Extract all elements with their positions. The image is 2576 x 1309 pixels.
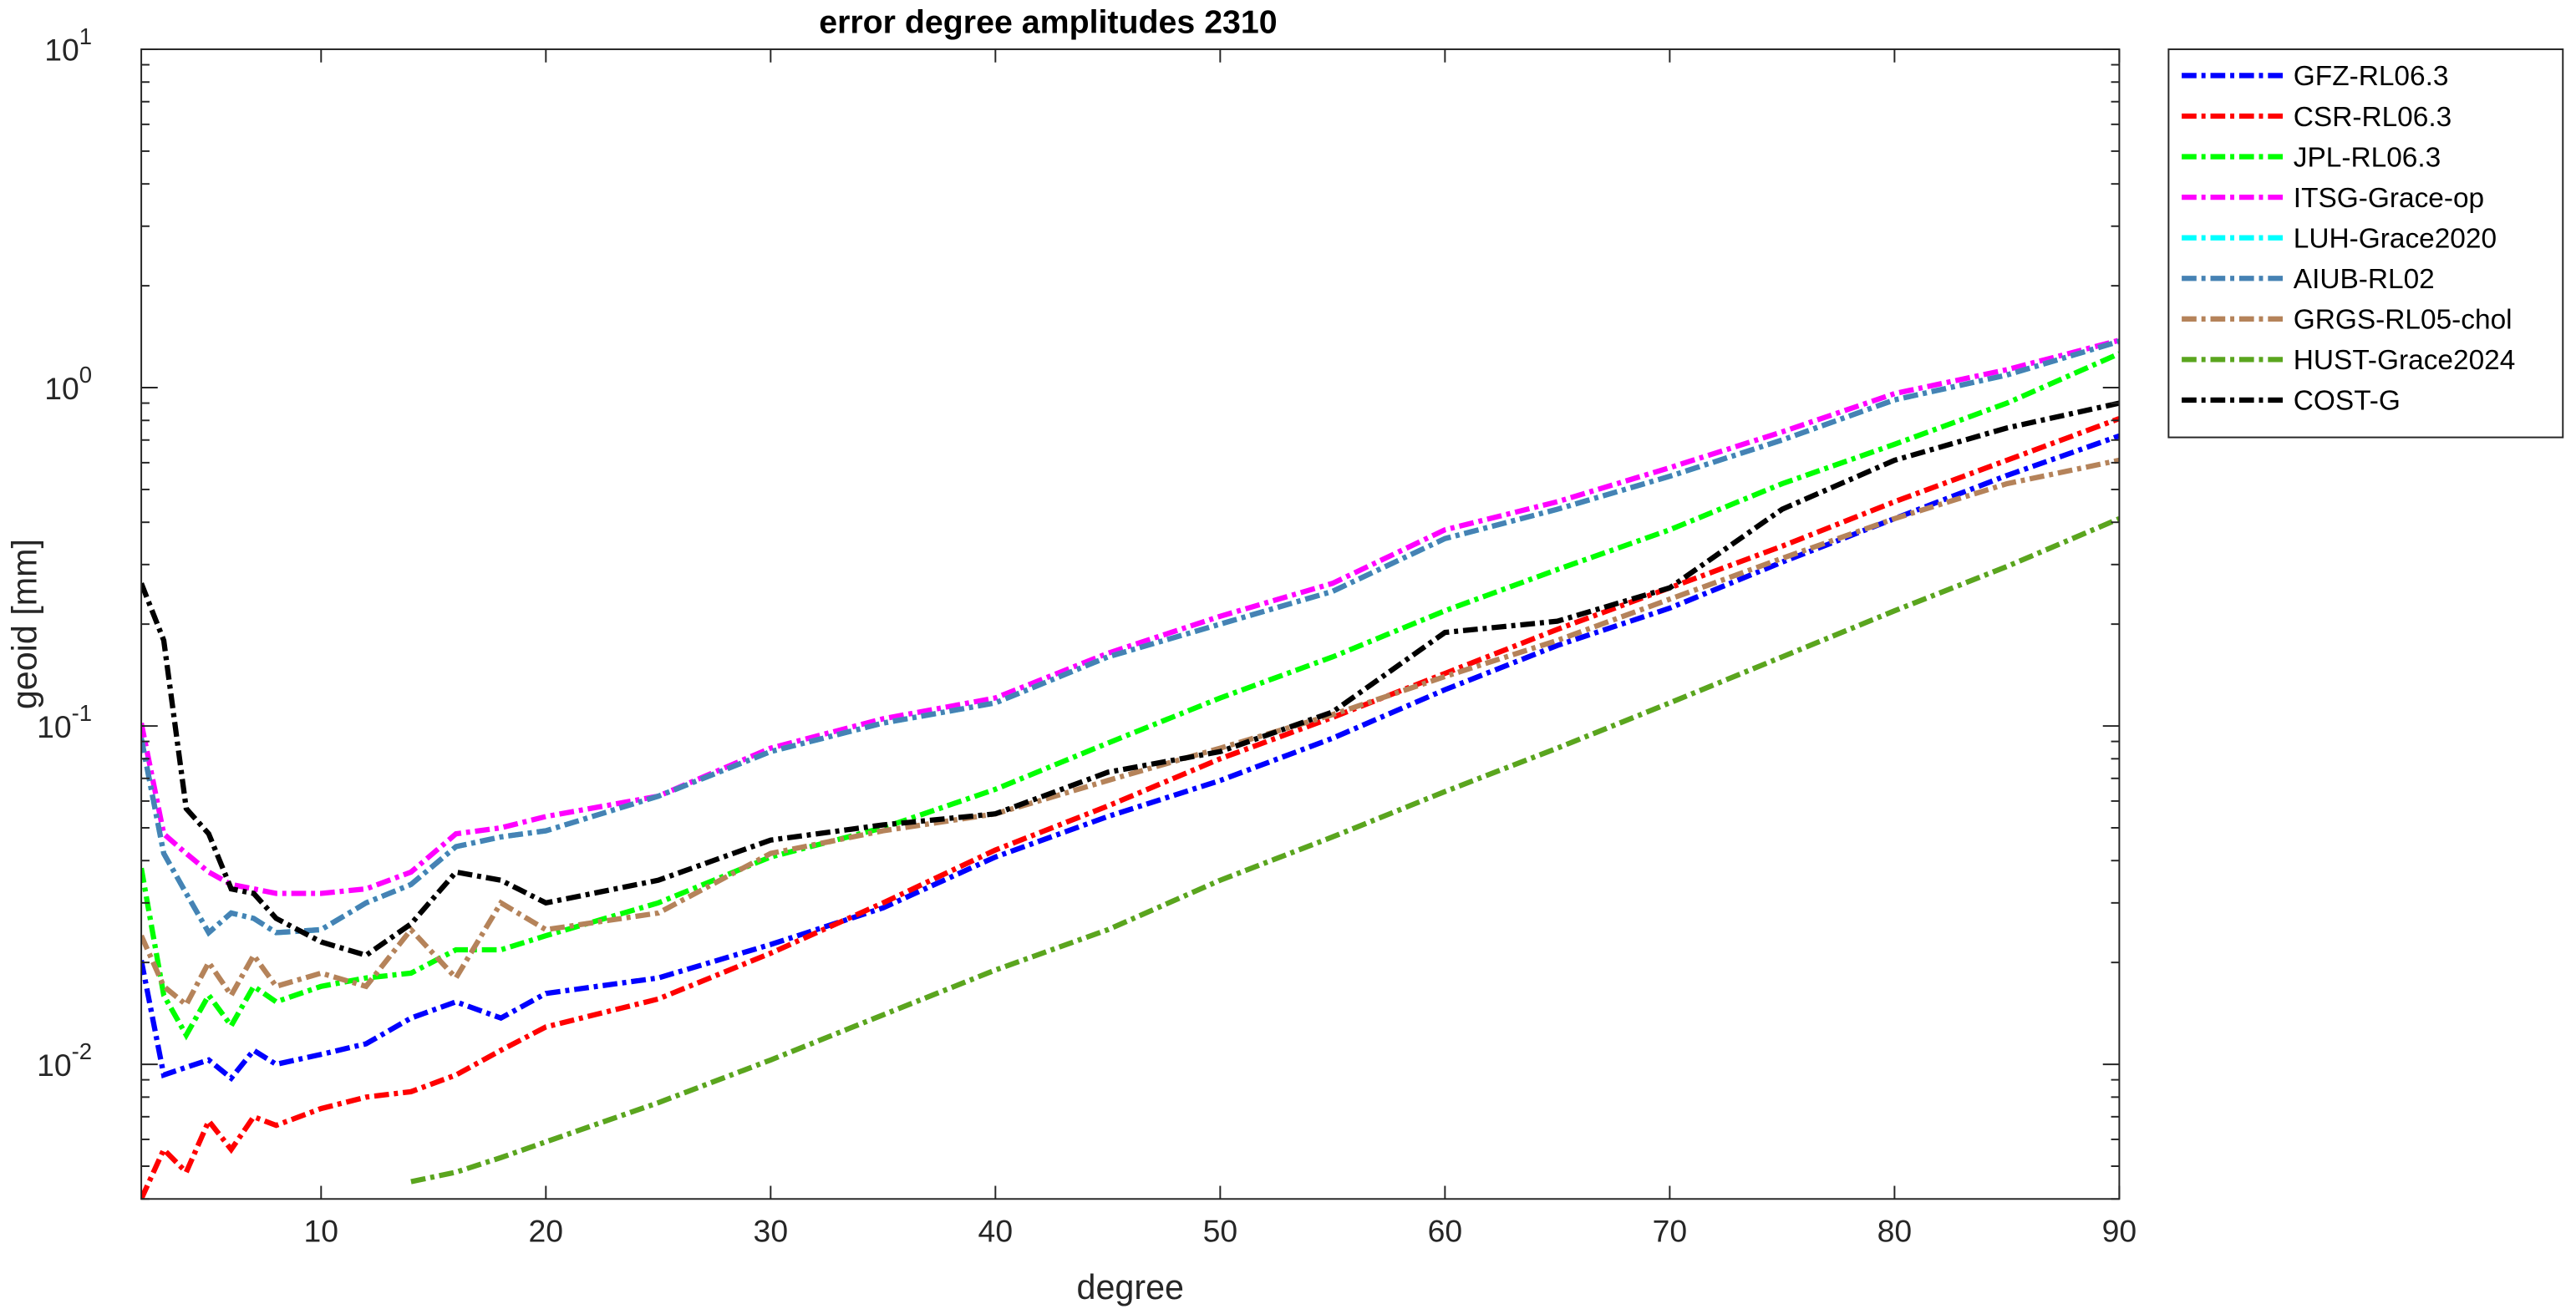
legend-label: GRGS-RL05-chol	[2294, 305, 2512, 336]
y-tick-exponent: -2	[72, 1038, 92, 1064]
y-tick-label: 10-1	[37, 700, 92, 744]
series-line	[141, 457, 2120, 1009]
x-tick-label: 40	[978, 1213, 1014, 1248]
y-tick-base: 10	[44, 33, 79, 68]
y-axis-label: geoid [mm]	[5, 539, 43, 709]
y-tick-label: 100	[44, 362, 92, 406]
legend-label: COST-G	[2294, 386, 2401, 417]
series-line	[141, 351, 2120, 1041]
x-axis-label: degree	[1076, 1268, 1184, 1306]
legend-label: ITSG-Grace-op	[2294, 183, 2484, 214]
legend-label: JPL-RL06.3	[2294, 142, 2441, 173]
x-tick-label: 60	[1428, 1213, 1463, 1248]
x-tick-label: 30	[754, 1213, 789, 1248]
x-tick-label: 50	[1203, 1213, 1238, 1248]
x-tick-label: 10	[304, 1213, 339, 1248]
legend-label: GFZ-RL06.3	[2294, 61, 2449, 92]
legend-label: CSR-RL06.3	[2294, 102, 2452, 133]
y-tick-label: 10-2	[37, 1038, 92, 1083]
y-tick-exponent: -1	[72, 700, 92, 726]
y-tick-exponent: 0	[79, 362, 92, 388]
chart-title: error degree amplitudes 2310	[819, 3, 1277, 40]
y-tick-label: 101	[44, 23, 92, 68]
x-tick-label: 80	[1877, 1213, 1913, 1248]
legend-label: HUST-Grace2024	[2294, 345, 2516, 376]
x-tick-label: 20	[529, 1213, 564, 1248]
series-line	[410, 515, 2120, 1185]
x-tick-label: 70	[1653, 1213, 1688, 1248]
legend-label: LUH-Grace2020	[2294, 223, 2497, 254]
lines	[141, 337, 2120, 1200]
series-line	[141, 416, 2120, 1200]
x-tick-label: 90	[2102, 1213, 2137, 1248]
y-tick-base: 10	[37, 709, 72, 744]
series-line	[141, 433, 2120, 1083]
series-line	[141, 400, 2120, 959]
series-line	[141, 338, 2120, 937]
plot-area	[141, 48, 2120, 1200]
legend-label: AIUB-RL02	[2294, 264, 2435, 295]
y-tick-base: 10	[37, 1048, 72, 1083]
y-tick-base: 10	[44, 371, 79, 406]
y-tick-exponent: 1	[79, 23, 92, 49]
